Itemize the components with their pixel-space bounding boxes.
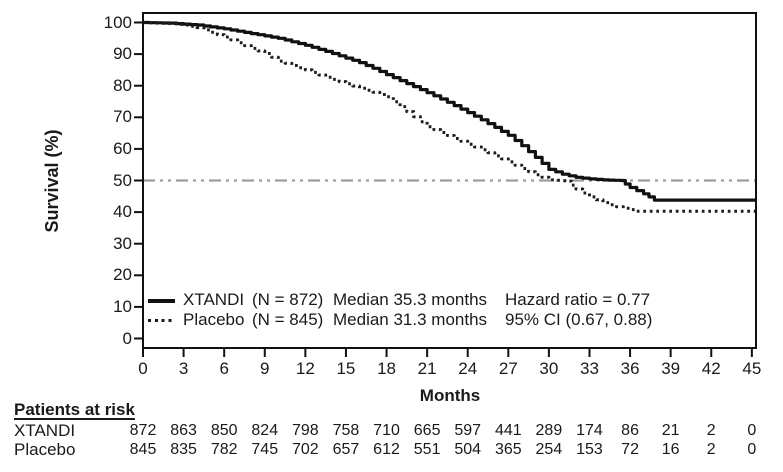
x-tick-label: 12 (295, 359, 315, 378)
risk-count: 504 (454, 441, 482, 458)
survival-curve-placebo (143, 21, 755, 213)
y-tick-label: 50 (113, 170, 132, 190)
y-tick-label: 40 (113, 202, 132, 222)
risk-count: 72 (621, 441, 639, 458)
risk-count: 441 (494, 422, 522, 439)
legend-placebo-n: (N = 845) (252, 310, 324, 329)
legend-placebo-median: Median 31.3 months (333, 310, 488, 329)
x-tick-label: 36 (620, 359, 640, 378)
risk-table-header: Patients at risk (14, 400, 135, 419)
y-tick-label: 0 (122, 328, 132, 348)
legend-row-placebo: Placebo (N = 845) Median 31.3 months 95%… (0, 310, 783, 330)
risk-count: 850 (210, 422, 238, 439)
x-tick-label: 33 (580, 359, 599, 378)
risk-count: 153 (576, 441, 603, 458)
risk-count: 365 (494, 441, 522, 458)
y-tick-label: 90 (113, 44, 132, 64)
risk-count: 21 (661, 422, 680, 439)
risk-count: 551 (413, 441, 441, 458)
risk-count: 845 (129, 441, 157, 458)
x-tick-label: 15 (336, 359, 356, 378)
risk-count: 872 (129, 422, 157, 439)
risk-row-placebo-label: Placebo (14, 440, 76, 459)
xtandi-solid-line-swatch (148, 299, 175, 303)
risk-count: 254 (535, 441, 563, 458)
risk-count: 289 (535, 422, 563, 439)
x-tick-label: 18 (377, 359, 396, 378)
risk-count: 824 (251, 422, 279, 439)
legend-xtandi-name: XTANDI (183, 290, 245, 309)
y-tick-label: 80 (113, 75, 132, 95)
x-tick-label: 42 (701, 359, 721, 378)
risk-count: 835 (170, 441, 197, 458)
risk-count: 758 (332, 422, 360, 439)
risk-count: 710 (373, 422, 400, 439)
legend-placebo-name: Placebo (183, 310, 245, 329)
x-tick-label: 30 (539, 359, 559, 378)
risk-count: 174 (576, 422, 603, 439)
y-tick-label: 20 (113, 265, 132, 285)
survival-curve-xtandi (143, 20, 755, 202)
risk-count: 782 (210, 441, 238, 458)
risk-count: 2 (706, 422, 716, 439)
x-tick-label: 45 (742, 359, 762, 378)
y-axis-title: Survival (%) (42, 129, 62, 233)
risk-count: 657 (332, 441, 360, 458)
risk-count: 0 (747, 422, 757, 439)
risk-row-xtandi-label: XTANDI (14, 421, 76, 440)
legend-confidence-interval: 95% CI (0.67, 0.88) (505, 310, 653, 329)
risk-count: 0 (747, 441, 757, 458)
risk-count: 798 (292, 422, 319, 439)
x-tick-label: 6 (219, 359, 229, 378)
risk-count: 86 (621, 422, 639, 439)
risk-count: 863 (170, 422, 197, 439)
x-tick-label: 24 (458, 359, 478, 378)
legend-xtandi-n: (N = 872) (252, 290, 324, 309)
legend-xtandi-median: Median 35.3 months (333, 290, 488, 309)
y-tick-label: 100 (103, 12, 132, 32)
legend-row-xtandi: XTANDI (N = 872) Median 35.3 months Haza… (0, 290, 783, 310)
risk-count: 597 (454, 422, 482, 439)
x-tick-label: 27 (498, 359, 518, 378)
x-tick-label: 9 (260, 359, 270, 378)
risk-count: 2 (706, 441, 716, 458)
x-tick-label: 0 (138, 359, 148, 378)
y-tick-label: 60 (113, 138, 132, 158)
risk-count: 612 (373, 441, 400, 458)
y-tick-label: 30 (113, 233, 132, 253)
risk-count: 745 (251, 441, 279, 458)
y-tick-label: 70 (113, 107, 132, 127)
y-tick-label: 10 (113, 296, 132, 316)
x-tick-label: 21 (417, 359, 437, 378)
x-tick-label: 3 (178, 359, 189, 378)
legend-hazard-ratio: Hazard ratio = 0.77 (505, 290, 651, 309)
risk-count: 16 (661, 441, 680, 458)
risk-row-xtandi: XTANDI 872 863 850 824 798 758 710 665 597 441 289… (0, 421, 783, 440)
x-tick-label: 39 (661, 359, 681, 378)
risk-count: 702 (292, 441, 319, 458)
placebo-dotted-line-swatch (148, 319, 175, 322)
risk-count: 665 (413, 422, 441, 439)
risk-row-placebo: Placebo 845 835 782 745 702 657 612 551 504 365 25… (0, 440, 783, 459)
x-axis-title: Months (419, 386, 481, 405)
